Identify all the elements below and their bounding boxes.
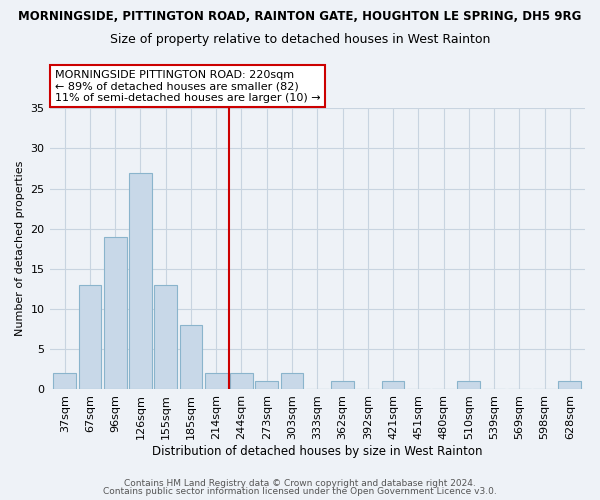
Bar [154, 285, 177, 389]
X-axis label: Distribution of detached houses by size in West Rainton: Distribution of detached houses by size … [152, 444, 482, 458]
Text: Contains HM Land Registry data © Crown copyright and database right 2024.: Contains HM Land Registry data © Crown c… [124, 478, 476, 488]
Y-axis label: Number of detached properties: Number of detached properties [15, 161, 25, 336]
Bar [331, 381, 354, 389]
Bar [256, 381, 278, 389]
Bar [79, 285, 101, 389]
Bar [104, 236, 127, 389]
Bar [559, 381, 581, 389]
Bar [179, 325, 202, 389]
Bar [53, 373, 76, 389]
Bar [129, 172, 152, 389]
Bar [457, 381, 480, 389]
Text: MORNINGSIDE, PITTINGTON ROAD, RAINTON GATE, HOUGHTON LE SPRING, DH5 9RG: MORNINGSIDE, PITTINGTON ROAD, RAINTON GA… [19, 10, 581, 23]
Bar [281, 373, 304, 389]
Text: Contains public sector information licensed under the Open Government Licence v3: Contains public sector information licen… [103, 487, 497, 496]
Bar [382, 381, 404, 389]
Bar [230, 373, 253, 389]
Text: Size of property relative to detached houses in West Rainton: Size of property relative to detached ho… [110, 32, 490, 46]
Text: MORNINGSIDE PITTINGTON ROAD: 220sqm
← 89% of detached houses are smaller (82)
11: MORNINGSIDE PITTINGTON ROAD: 220sqm ← 89… [55, 70, 320, 103]
Bar [205, 373, 227, 389]
